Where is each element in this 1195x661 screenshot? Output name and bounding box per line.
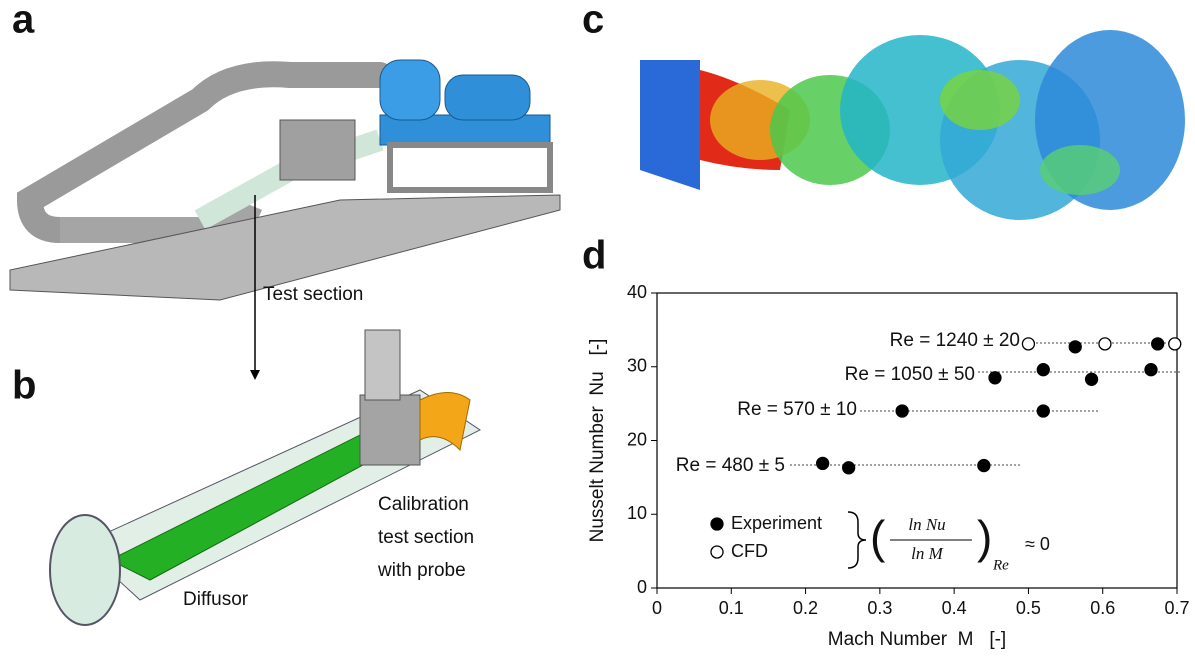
data-point xyxy=(989,372,1001,384)
series-annotation: Re = 570 ± 10 xyxy=(737,399,857,420)
data-point xyxy=(896,405,908,417)
series-annotation: Re = 1240 ± 20 xyxy=(890,330,1020,351)
x-tick-label: 0.1 xyxy=(719,598,744,618)
annotation: Calibration xyxy=(378,494,469,515)
legend-label: Experiment xyxy=(731,513,822,533)
equation-denominator: ln M xyxy=(911,544,943,563)
y-tick-label: 0 xyxy=(637,577,647,597)
equation-subscript: Re xyxy=(992,557,1009,573)
arrow-head xyxy=(250,370,260,380)
data-point xyxy=(1152,338,1164,350)
data-point xyxy=(1099,338,1111,350)
data-point xyxy=(1069,341,1081,353)
equation-relation: ≈ 0 xyxy=(1025,534,1050,554)
series-annotation: Re = 1050 ± 50 xyxy=(845,364,975,385)
data-point xyxy=(817,457,829,469)
cfd-visualization xyxy=(640,30,1185,220)
legend-marker xyxy=(711,518,723,530)
data-point xyxy=(1037,405,1049,417)
legend-marker xyxy=(711,546,723,558)
data-point xyxy=(1169,338,1181,350)
y-tick-label: 10 xyxy=(627,503,647,523)
x-tick-label: 0.4 xyxy=(942,598,967,618)
x-tick-label: 0.5 xyxy=(1016,598,1041,618)
x-tick-label: 0.6 xyxy=(1090,598,1115,618)
data-point xyxy=(978,460,990,472)
annotation: Test section xyxy=(263,284,363,305)
data-point xyxy=(1022,338,1034,350)
data-point xyxy=(1037,364,1049,376)
y-tick-label: 40 xyxy=(627,282,647,302)
legend-brace xyxy=(848,512,866,568)
equation-paren: ( xyxy=(870,511,886,563)
rig-drawing xyxy=(10,60,560,300)
annotation: with probe xyxy=(377,560,466,581)
equation-paren: ) xyxy=(977,511,992,563)
x-tick-label: 0.2 xyxy=(793,598,818,618)
figure: a b c d Test section Calibration test se… xyxy=(0,0,1195,656)
x-tick-label: 0 xyxy=(652,598,662,618)
data-point xyxy=(843,462,855,474)
x-tick-label: 0.7 xyxy=(1164,598,1189,618)
panel-label: b xyxy=(12,364,36,408)
x-axis-label: Mach Number M [-] xyxy=(828,629,1006,650)
y-axis-label: Nusselt Number Nu [-] xyxy=(587,339,608,543)
panel-label: d xyxy=(582,234,606,278)
annotation: test section xyxy=(378,527,474,548)
x-tick-label: 0.3 xyxy=(867,598,892,618)
data-point xyxy=(1145,364,1157,376)
y-tick-label: 30 xyxy=(627,356,647,376)
series-annotation: Re = 480 ± 5 xyxy=(676,455,785,476)
data-point xyxy=(1086,373,1098,385)
panel-label: a xyxy=(12,0,35,42)
panel-label: c xyxy=(582,0,604,42)
y-tick-label: 20 xyxy=(627,429,647,449)
equation-numerator: ln Nu xyxy=(908,515,945,534)
annotation: Diffusor xyxy=(183,589,249,610)
legend-label: CFD xyxy=(731,541,768,561)
